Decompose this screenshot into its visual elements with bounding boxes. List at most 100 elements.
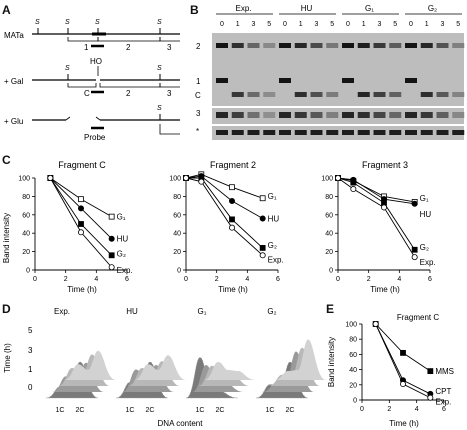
series-label: HU (420, 210, 432, 219)
s-label: S (35, 19, 40, 26)
panel-b-blot: Exp. 0 1 3 5 HU 0 1 3 5 G₁ 0 1 3 5 G₂ 0 1 3 5 2 1 C 3 * (195, 4, 465, 140)
series-label: Exp. (268, 255, 284, 264)
x-tick-label: 6 (276, 276, 280, 283)
y-tick-label: 20 (173, 249, 181, 256)
histogram-title: Exp. (54, 307, 70, 316)
histogram-title: HU (126, 307, 138, 316)
band-3 (310, 112, 323, 118)
panel-c-charts: Band intensity Fragment C Time (h) 02040… (2, 160, 436, 294)
timepoint-label: 1 (362, 21, 366, 28)
data-point (427, 368, 434, 375)
band-2 (342, 43, 354, 48)
band-loading (357, 130, 370, 135)
s-marks-row2: S S (65, 65, 162, 80)
band-loading (279, 130, 291, 135)
chart-fragment-c-drugs: 0 20 40 60 80 100 0 2 4 6 MMS CPT Exp. (345, 320, 454, 413)
s-label: S (65, 65, 70, 72)
data-point (259, 215, 266, 222)
histogram-curve (204, 362, 256, 380)
group-header: HU (301, 4, 313, 13)
s-label: S (157, 105, 162, 112)
histogram-curve (134, 355, 186, 380)
x-axis-label: Time (h) (67, 285, 97, 294)
series-label: G₂ (268, 241, 277, 250)
y-tick-label: 40 (325, 231, 333, 238)
timepoint-label: 1 (236, 21, 240, 28)
chart-fragment-2: Fragment 2 Time (h) 0 20 40 60 80 100 0 2 4 6 G₁ HU… (169, 160, 283, 294)
band-label: C (195, 91, 201, 100)
band-3 (326, 112, 339, 118)
x-tick-label: 1C (266, 407, 275, 414)
timepoint-label: 5 (393, 21, 397, 28)
timepoint-label: 0 (346, 21, 350, 28)
series-label: CPT (435, 387, 451, 396)
data-point (350, 179, 357, 186)
y-tick-label: 0 (177, 268, 181, 275)
x-tick-label: 2 (367, 276, 371, 283)
band-3 (342, 112, 354, 118)
fragment-label: 3 (167, 43, 172, 52)
group-header: G₂ (428, 4, 437, 13)
band-c (357, 92, 370, 97)
panel-letter-e: E (326, 302, 335, 316)
timepoint-label: 5 (330, 21, 334, 28)
x-axis-label: DNA content (158, 419, 204, 428)
timepoint-label: 3 (441, 21, 445, 28)
x-axis-label: Time (h) (218, 285, 248, 294)
s-marks-row1: S S S S (35, 19, 162, 34)
series-line (186, 177, 263, 249)
band-3 (263, 112, 276, 118)
series-line (185, 173, 263, 199)
panel-d-histograms: Time (h) 5 3 1 0 Exp. 1C 2C HU 1C 2C G₁ 1C 2C G₂ 1… (3, 307, 326, 428)
x-tick-label: 4 (94, 276, 98, 283)
band-c (294, 92, 307, 97)
data-point (350, 186, 357, 193)
y-tick-label: 20 (325, 249, 333, 256)
band-3 (405, 112, 417, 118)
band-loading (405, 130, 417, 135)
group-header: G₁ (365, 4, 374, 13)
chart-fragment-3: Fragment 3 Time (h) 0 20 40 60 80 100 0 2 4 6 G₁ HU… (321, 160, 435, 294)
data-point (259, 252, 266, 259)
series-line (337, 177, 416, 251)
timepoint-label: 5 (267, 21, 271, 28)
fragment-label: 2 (126, 89, 131, 98)
series-label: HU (117, 235, 129, 244)
y-axis-label: Band intensity (327, 337, 336, 387)
chart-title: Fragment C (397, 313, 439, 322)
chart-title: Fragment 3 (362, 160, 408, 170)
band-3 (247, 112, 260, 118)
band-3 (294, 112, 307, 118)
series-line (49, 177, 112, 256)
timepoint-label: 0 (220, 21, 224, 28)
data-point (411, 254, 418, 261)
timepoint-label: 1 (299, 21, 303, 28)
x-tick-label: 4 (245, 276, 249, 283)
panel-a-map: MATa S S S S 1 2 3 + Gal HO S S C 2 3 + … (4, 19, 180, 142)
x-tick-label: 0 (184, 276, 188, 283)
band-label: * (196, 127, 199, 136)
y-tick-label: 100 (345, 322, 357, 329)
panel-letter-d: D (2, 302, 11, 316)
data-point (259, 195, 266, 202)
band-2 (452, 43, 465, 48)
chart-title: Fragment C (58, 160, 106, 170)
series-line (185, 177, 263, 256)
blot-bands (216, 43, 465, 135)
timepoint-label: 3 (315, 21, 319, 28)
band-1 (216, 78, 228, 83)
band-1 (279, 78, 291, 83)
x-tick-label: 6 (428, 276, 432, 283)
y-tick-label: 80 (22, 194, 30, 201)
y-tick: 1 (28, 365, 33, 374)
probe-label: Probe (84, 133, 106, 142)
series-line (337, 177, 416, 258)
band-2 (310, 43, 323, 48)
data-point (198, 178, 205, 185)
s-label: S (157, 19, 162, 26)
series-label: HU (268, 214, 280, 223)
band-3 (231, 112, 244, 118)
series-label: Exp. (420, 258, 436, 267)
data-point (259, 245, 266, 251)
series-label: Exp. (117, 266, 133, 275)
